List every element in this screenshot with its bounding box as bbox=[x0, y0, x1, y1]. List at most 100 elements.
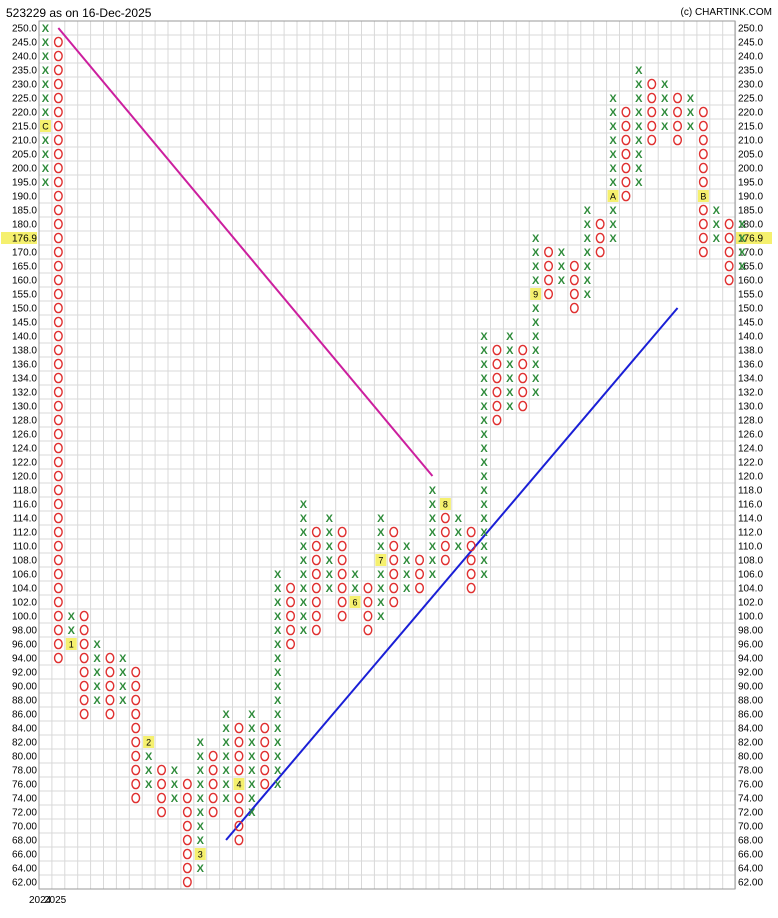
o-mark bbox=[53, 120, 63, 132]
y-tick-label-left: 96.00 bbox=[12, 640, 37, 651]
x-mark: X bbox=[197, 863, 205, 875]
x-mark: X bbox=[429, 569, 437, 581]
y-tick-label-left: 170.0 bbox=[12, 248, 37, 259]
o-mark bbox=[53, 274, 63, 286]
o-mark bbox=[569, 288, 579, 300]
x-mark: X bbox=[687, 107, 695, 119]
x-mark: X bbox=[171, 765, 179, 777]
y-tick-label-right: 235.0 bbox=[738, 66, 763, 77]
x-mark: X bbox=[42, 37, 50, 49]
y-tick-label-right: 215.0 bbox=[738, 122, 763, 133]
o-mark bbox=[492, 358, 502, 370]
o-mark bbox=[518, 386, 528, 398]
x-mark: X bbox=[532, 387, 540, 399]
o-mark bbox=[337, 540, 347, 552]
o-mark bbox=[53, 582, 63, 594]
x-mark: X bbox=[377, 513, 385, 525]
x-mark: X bbox=[377, 583, 385, 595]
pnf-column-o bbox=[569, 260, 579, 314]
o-mark bbox=[53, 78, 63, 90]
pnf-column-o bbox=[337, 526, 347, 622]
o-mark bbox=[698, 120, 708, 132]
o-mark bbox=[53, 610, 63, 622]
month-marker-box bbox=[439, 498, 451, 510]
pnf-column-o bbox=[647, 78, 657, 146]
y-tick-label-right: 76.00 bbox=[738, 780, 763, 791]
o-mark bbox=[157, 778, 167, 790]
o-mark bbox=[234, 736, 244, 748]
o-mark bbox=[698, 232, 708, 244]
y-tick-label-right: 78.00 bbox=[738, 766, 763, 777]
x-mark: X bbox=[584, 275, 592, 287]
x-mark: X bbox=[248, 765, 256, 777]
x-mark: X bbox=[274, 667, 282, 679]
y-tick-label-right: 88.00 bbox=[738, 696, 763, 707]
o-mark bbox=[53, 652, 63, 664]
o-mark bbox=[544, 274, 554, 286]
x-mark: X bbox=[584, 233, 592, 245]
y-tick-label-right: 82.00 bbox=[738, 738, 763, 749]
y-tick-label-right: 64.00 bbox=[738, 864, 763, 875]
y-tick-label-right: 210.0 bbox=[738, 136, 763, 147]
pnf-column-o bbox=[286, 582, 296, 650]
o-mark bbox=[53, 344, 63, 356]
o-mark bbox=[569, 302, 579, 314]
x-mark: X bbox=[274, 681, 282, 693]
y-tick-label-right: 225.0 bbox=[738, 94, 763, 105]
x-mark: X bbox=[119, 667, 127, 679]
x-mark: X bbox=[274, 765, 282, 777]
o-mark bbox=[53, 204, 63, 216]
o-mark bbox=[131, 708, 141, 720]
x-mark: X bbox=[274, 737, 282, 749]
x-mark: X bbox=[248, 737, 256, 749]
o-mark bbox=[337, 582, 347, 594]
y-tick-label-right: 102.0 bbox=[738, 598, 763, 609]
x-mark: X bbox=[506, 331, 514, 343]
x-mark: X bbox=[661, 93, 669, 105]
x-mark: X bbox=[687, 121, 695, 133]
x-mark: X bbox=[197, 807, 205, 819]
x-mark: X bbox=[584, 219, 592, 231]
current-price-highlight-right bbox=[736, 232, 772, 244]
x-mark: X bbox=[480, 471, 488, 483]
x-mark: X bbox=[713, 233, 721, 245]
o-mark bbox=[208, 806, 218, 818]
o-mark bbox=[647, 120, 657, 132]
x-mark: X bbox=[429, 485, 437, 497]
x-mark: X bbox=[119, 695, 127, 707]
month-marker-box bbox=[194, 848, 206, 860]
o-mark bbox=[53, 50, 63, 62]
o-mark bbox=[621, 148, 631, 160]
x-mark: X bbox=[222, 793, 230, 805]
month-marker-box bbox=[375, 554, 387, 566]
x-mark: X bbox=[532, 275, 540, 287]
y-tick-label-right: 138.0 bbox=[738, 346, 763, 357]
o-mark bbox=[105, 694, 115, 706]
o-mark bbox=[544, 260, 554, 272]
o-mark bbox=[518, 344, 528, 356]
y-tick-label-right: 126.0 bbox=[738, 430, 763, 441]
y-tick-label-right: 92.00 bbox=[738, 668, 763, 679]
o-mark bbox=[698, 162, 708, 174]
y-tick-label-left: 82.00 bbox=[12, 738, 37, 749]
x-mark: X bbox=[480, 345, 488, 357]
o-mark bbox=[131, 764, 141, 776]
o-mark bbox=[569, 260, 579, 272]
x-mark: X bbox=[197, 821, 205, 833]
y-tick-label-left: 86.00 bbox=[12, 710, 37, 721]
o-mark bbox=[621, 134, 631, 146]
x-mark: X bbox=[609, 177, 617, 189]
o-mark bbox=[53, 638, 63, 650]
month-marker-label: 3 bbox=[198, 850, 203, 860]
o-mark bbox=[79, 680, 89, 692]
y-tick-label-left: 72.00 bbox=[12, 808, 37, 819]
month-marker-box bbox=[233, 778, 245, 790]
o-mark bbox=[337, 554, 347, 566]
x-mark: X bbox=[713, 219, 721, 231]
o-mark bbox=[234, 834, 244, 846]
